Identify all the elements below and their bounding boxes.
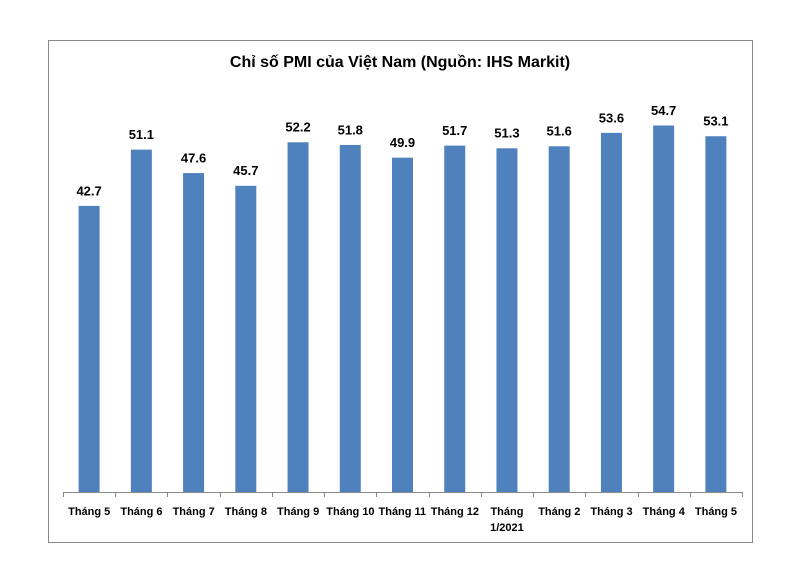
value-label: 42.7 — [76, 183, 101, 198]
value-label: 51.1 — [129, 127, 154, 142]
value-label: 49.9 — [390, 135, 415, 150]
x-tick-label: Tháng 5 — [694, 506, 738, 518]
value-label: 53.1 — [703, 114, 728, 129]
bar — [653, 125, 675, 492]
value-label: 45.7 — [233, 163, 258, 178]
x-tick-label: Tháng 2 — [538, 506, 581, 518]
bar — [600, 132, 622, 492]
bar — [496, 148, 518, 493]
chart-title: Chỉ số PMI của Việt Nam (Nguồn: IHS Mark… — [230, 54, 570, 71]
x-tick-label: Tháng 9 — [277, 506, 320, 518]
bar — [130, 149, 152, 492]
x-tick-label: Tháng 5 — [68, 506, 111, 518]
bar — [339, 144, 361, 492]
bar — [392, 157, 413, 493]
x-tick-label: Tháng 11 — [378, 506, 427, 518]
x-tick-label: Tháng 7 — [172, 506, 215, 518]
bar — [287, 142, 309, 492]
x-tick-label: Tháng 4 — [642, 506, 685, 518]
x-tick-label: Tháng 1/2021 — [490, 506, 524, 534]
bar — [548, 146, 570, 492]
x-tick-label: Tháng 10 — [326, 506, 375, 518]
value-label: 51.7 — [442, 123, 467, 138]
x-tick-label: Tháng 8 — [224, 506, 267, 518]
x-tick-label: Tháng 12 — [430, 506, 480, 518]
bar — [705, 136, 727, 493]
bar — [183, 173, 205, 492]
x-tick-label: Tháng 3 — [590, 506, 633, 518]
x-tick-label: Tháng 6 — [120, 506, 163, 518]
value-label: 52.2 — [285, 120, 310, 135]
bar — [78, 205, 100, 492]
value-label: 47.6 — [181, 151, 206, 166]
value-label: 51.3 — [494, 126, 519, 141]
bar — [235, 185, 257, 492]
bar — [444, 145, 466, 493]
value-label: 54.7 — [651, 103, 676, 118]
value-label: 53.6 — [599, 110, 624, 125]
value-label: 51.6 — [547, 124, 572, 139]
value-label: 51.8 — [338, 122, 363, 137]
